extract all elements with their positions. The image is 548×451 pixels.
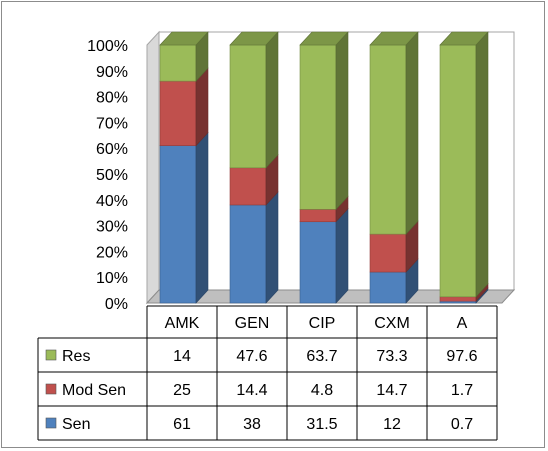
table-cell-value: 12	[383, 416, 401, 433]
data-table: AMK GEN CIP CXM A Res 14 47.6 63.7 73.3 97.6 Mod Se…	[37, 305, 498, 441]
bar-segment-res	[299, 31, 349, 211]
bar-segment-res	[229, 31, 279, 169]
y-tick-label: 90%	[96, 64, 128, 81]
bar-top	[299, 31, 349, 46]
bar-segment-res	[439, 31, 489, 298]
y-tick-label: 30%	[96, 219, 128, 236]
bars	[159, 31, 489, 304]
y-tick-label: 10%	[96, 270, 128, 287]
legend-label: Res	[62, 348, 90, 365]
bar-segment-res	[159, 31, 209, 82]
category-label: AMK	[165, 315, 200, 332]
bar-top	[159, 31, 209, 46]
table-cell-value: 47.6	[236, 348, 267, 365]
bar-segment-sen	[439, 287, 489, 304]
y-tick-label: 40%	[96, 193, 128, 210]
bar-top	[369, 31, 419, 46]
y-tick-label: 20%	[96, 244, 128, 261]
y-axis: 0% 10% 20% 30% 40% 50% 60% 70% 80% 90% 100%	[87, 38, 128, 313]
table-cell-value: 38	[243, 416, 261, 433]
bar-segment-sen	[229, 191, 279, 304]
table-cell-value: 14.4	[236, 382, 267, 399]
legend-label: Mod Sen	[62, 382, 126, 399]
table-cell-value: 0.7	[451, 416, 473, 433]
bar-segment-mod-sen	[369, 220, 419, 273]
y-tick-label: 60%	[96, 141, 128, 158]
bar-top	[439, 31, 489, 46]
y-tick-label: 100%	[87, 38, 128, 55]
table-cell-value: 63.7	[306, 348, 337, 365]
bar-segment-sen	[299, 207, 349, 304]
y-tick-label: 50%	[96, 167, 128, 184]
bar-top	[229, 31, 279, 46]
table-cell-value: 4.8	[311, 382, 333, 399]
legend-key	[45, 349, 57, 361]
bar-segment-mod-sen	[229, 154, 279, 206]
bar-segment-sen	[159, 131, 209, 304]
table-cell-value: 97.6	[446, 348, 477, 365]
y-tick-label: 80%	[96, 90, 128, 107]
table-cell-value: 25	[173, 382, 191, 399]
bar-segment-sen	[369, 258, 419, 304]
y-tick-label: 0%	[105, 296, 128, 313]
legend-key	[45, 383, 57, 395]
category-label: CIP	[309, 315, 336, 332]
table-cell-value: 14.7	[376, 382, 407, 399]
side-wall	[146, 30, 160, 305]
category-label: GEN	[235, 315, 270, 332]
table-cell-value: 61	[173, 416, 191, 433]
table-cell-value: 73.3	[376, 348, 407, 365]
category-label: CXM	[374, 315, 410, 332]
legend-key	[45, 417, 57, 429]
bar-segment-res	[369, 31, 419, 235]
bar-segment-mod-sen	[159, 67, 209, 147]
bar-segment-mod-sen	[299, 195, 349, 223]
table-cell-value: 14	[173, 348, 191, 365]
category-label: A	[457, 315, 468, 332]
table-cell-value: 31.5	[306, 416, 337, 433]
table-cell-value: 1.7	[451, 382, 473, 399]
y-tick-label: 70%	[96, 115, 128, 132]
legend-label: Sen	[62, 416, 90, 433]
